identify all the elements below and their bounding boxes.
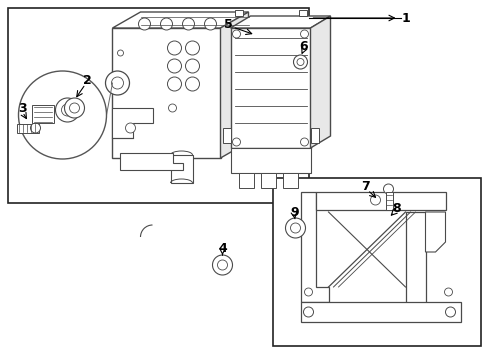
Bar <box>282 173 297 188</box>
Bar <box>112 28 220 158</box>
Circle shape <box>138 18 150 30</box>
Bar <box>170 155 192 183</box>
Bar <box>32 105 54 123</box>
Circle shape <box>296 58 304 66</box>
Circle shape <box>204 18 216 30</box>
Polygon shape <box>310 16 330 148</box>
Circle shape <box>185 41 199 55</box>
Circle shape <box>111 77 123 89</box>
Circle shape <box>167 77 181 91</box>
Circle shape <box>160 18 172 30</box>
Circle shape <box>105 71 129 95</box>
Bar <box>272 178 480 346</box>
Polygon shape <box>230 16 330 28</box>
Circle shape <box>293 55 307 69</box>
Circle shape <box>212 255 232 275</box>
Circle shape <box>445 307 454 317</box>
Bar <box>298 10 306 16</box>
Bar <box>385 192 392 210</box>
Circle shape <box>285 218 305 238</box>
Text: 2: 2 <box>83 73 92 86</box>
Bar <box>222 128 230 143</box>
Circle shape <box>303 307 313 317</box>
Bar <box>230 148 310 173</box>
Circle shape <box>55 98 80 122</box>
Polygon shape <box>300 302 460 322</box>
Circle shape <box>69 103 80 113</box>
Circle shape <box>117 50 123 56</box>
Text: 9: 9 <box>289 206 298 219</box>
Polygon shape <box>425 212 445 252</box>
Circle shape <box>185 77 199 91</box>
Circle shape <box>167 41 181 55</box>
Polygon shape <box>300 192 328 302</box>
Circle shape <box>61 104 73 116</box>
Circle shape <box>232 138 240 146</box>
Circle shape <box>304 288 312 296</box>
Circle shape <box>185 59 199 73</box>
Circle shape <box>19 71 106 159</box>
Circle shape <box>300 30 308 38</box>
Bar <box>234 10 242 16</box>
Circle shape <box>290 223 300 233</box>
Circle shape <box>383 184 393 194</box>
Text: 4: 4 <box>218 242 226 255</box>
Circle shape <box>217 260 227 270</box>
Text: 6: 6 <box>299 40 307 53</box>
Polygon shape <box>315 192 445 210</box>
Bar <box>310 128 318 143</box>
Text: 3: 3 <box>18 102 27 114</box>
Text: 8: 8 <box>391 202 400 215</box>
Bar <box>230 28 310 148</box>
Text: 5: 5 <box>224 18 232 31</box>
Text: 1: 1 <box>400 12 409 24</box>
Circle shape <box>444 288 451 296</box>
Polygon shape <box>112 12 248 28</box>
Bar <box>8 8 308 203</box>
Bar <box>260 173 275 188</box>
Circle shape <box>182 18 194 30</box>
Polygon shape <box>405 212 425 307</box>
Circle shape <box>300 138 308 146</box>
Circle shape <box>64 98 84 118</box>
Circle shape <box>232 30 240 38</box>
Circle shape <box>167 59 181 73</box>
Circle shape <box>30 123 41 133</box>
Bar <box>238 173 253 188</box>
Polygon shape <box>112 108 152 138</box>
Circle shape <box>168 104 176 112</box>
Text: 7: 7 <box>360 180 369 193</box>
Bar <box>18 124 40 133</box>
Polygon shape <box>120 153 182 170</box>
Circle shape <box>370 195 380 205</box>
Circle shape <box>125 123 135 133</box>
Polygon shape <box>220 12 248 158</box>
